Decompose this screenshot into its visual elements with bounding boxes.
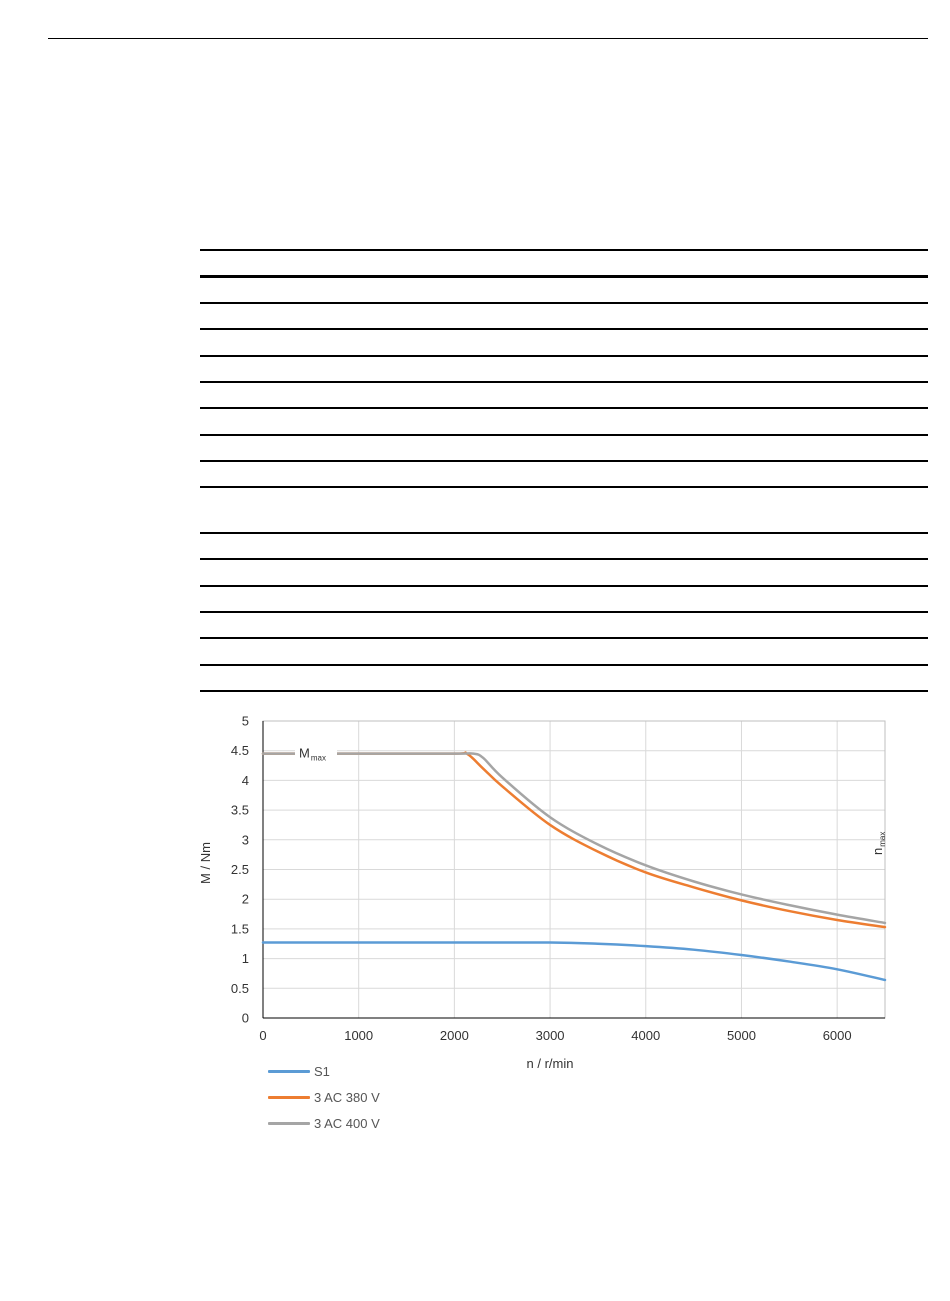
y-tick-label: 0.5 xyxy=(231,981,249,996)
table-rule xyxy=(200,585,928,587)
chart-canvas: 0 0.5 1 1.5 2 2.5 3 3.5 4 4.5 5 0 1000 2000 3000 4000 50… xyxy=(198,714,887,1072)
legend-swatch xyxy=(268,1095,310,1099)
gridlines xyxy=(262,720,886,1019)
nmax-label: nmax xyxy=(870,832,887,855)
x-tick-label: 6000 xyxy=(823,1028,852,1043)
y-tick-label: 2 xyxy=(242,892,249,907)
legend-item: 3 AC 380 V xyxy=(268,1084,380,1110)
y-tick-label: 3 xyxy=(242,832,249,847)
table-rule xyxy=(200,558,928,560)
series-lines xyxy=(261,751,887,982)
y-tick-label: 1.5 xyxy=(231,921,249,936)
x-tick-label: 0 xyxy=(259,1028,266,1043)
page-top-rule xyxy=(48,38,928,39)
legend-item: 3 AC 400 V xyxy=(268,1110,380,1136)
mmax-label: Mmax xyxy=(299,746,326,763)
y-tick-label: 3.5 xyxy=(231,803,249,818)
table-rule xyxy=(200,532,928,534)
y-tick-label: 1 xyxy=(242,951,249,966)
table-rule xyxy=(200,690,928,692)
annotations: Mmax nmax xyxy=(295,744,887,855)
mmax-label-bg xyxy=(295,744,337,763)
legend-label: 3 AC 380 V xyxy=(314,1089,380,1105)
blank-table xyxy=(200,249,928,692)
y-tick-label: 4 xyxy=(242,773,249,788)
table-rule xyxy=(200,275,928,278)
x-tick-label: 3000 xyxy=(536,1028,565,1043)
table-rule xyxy=(200,486,928,488)
y-tick-label: 4.5 xyxy=(231,743,249,758)
chart-legend: S1 3 AC 380 V 3 AC 400 V xyxy=(268,1058,380,1136)
table-rule xyxy=(200,328,928,330)
table-rule xyxy=(200,611,928,613)
series-line-s1 xyxy=(261,941,887,982)
legend-swatch xyxy=(268,1121,310,1125)
legend-label: 3 AC 400 V xyxy=(314,1115,380,1131)
legend-swatch xyxy=(268,1069,310,1073)
legend-item: S1 xyxy=(268,1058,380,1084)
y-axis-label: M / Nm xyxy=(198,842,213,884)
series-line-3-ac-400-v xyxy=(261,752,887,925)
x-tick-label: 2000 xyxy=(440,1028,469,1043)
y-tick-label: 0 xyxy=(242,1011,249,1026)
table-rule xyxy=(200,355,928,357)
x-tick-label: 4000 xyxy=(631,1028,660,1043)
y-tick-label: 5 xyxy=(242,714,249,729)
table-rule xyxy=(200,249,928,251)
table-rule xyxy=(200,434,928,436)
x-tick-label: 5000 xyxy=(727,1028,756,1043)
table-rule xyxy=(200,381,928,383)
table-rule xyxy=(200,637,928,639)
torque-speed-chart: 0 0.5 1 1.5 2 2.5 3 3.5 4 4.5 5 0 1000 2000 3000 4000 50… xyxy=(0,700,950,1160)
legend-label: S1 xyxy=(314,1063,330,1079)
x-tick-label: 1000 xyxy=(344,1028,373,1043)
table-rule xyxy=(200,302,928,304)
tick-labels: 0 0.5 1 1.5 2 2.5 3 3.5 4 4.5 5 0 1000 2000 3000 4000 50… xyxy=(231,714,852,1044)
table-rule xyxy=(200,407,928,409)
table-rule xyxy=(200,664,928,666)
y-tick-label: 2.5 xyxy=(231,862,249,877)
x-axis-label: n / r/min xyxy=(527,1056,574,1071)
table-rule xyxy=(200,460,928,462)
